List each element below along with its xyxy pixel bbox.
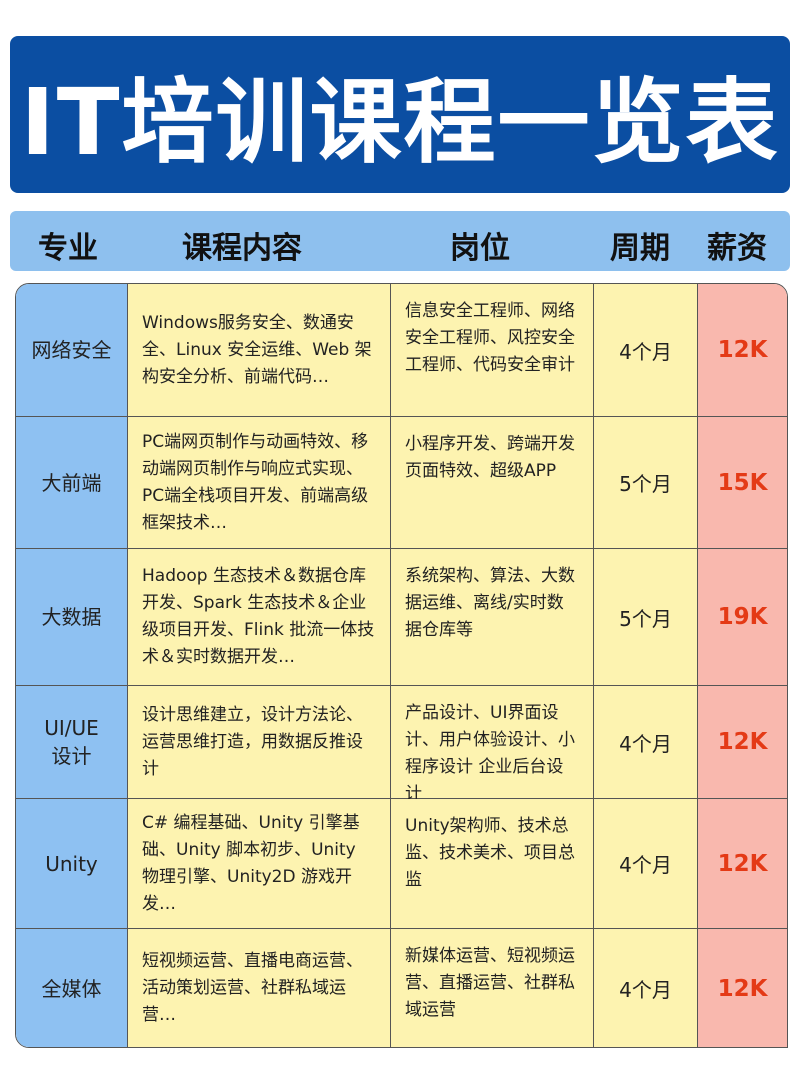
jobs-cell: 产品设计、UI界面设计、用户体验设计、小程序设计 企业后台设计 [391, 686, 594, 804]
salary-cell-text: 12K [717, 337, 768, 363]
content-cell: C# 编程基础、Unity 引擎基础、Unity 脚本初步、Unity 物理引擎… [128, 799, 391, 928]
major-cell-text: Unity [45, 851, 98, 876]
content-cell-text: PC端网页制作与动画特效、移动端网页制作与响应式实现、PC端全栈项目开发、前端高… [142, 431, 369, 533]
salary-cell-text: 12K [717, 729, 768, 755]
jobs-cell: Unity架构师、技术总监、技术美术、项目总监 [391, 799, 594, 928]
period-cell: 5个月 [594, 417, 698, 548]
jobs-cell-text: Unity架构师、技术总监、技术美术、项目总监 [405, 816, 575, 890]
salary-cell: 12K [698, 929, 787, 1047]
period-cell-text: 4个月 [619, 978, 672, 1002]
jobs-cell: 系统架构、算法、大数据运维、离线/实时数据仓库等 [391, 549, 594, 685]
content-cell-text: 短视频运营、直播电商运营、活动策划运营、社群私域运营… [142, 951, 363, 1025]
table-row: 全媒体 短视频运营、直播电商运营、活动策划运营、社群私域运营… 新媒体运营、短视频运… [16, 929, 787, 1047]
period-cell-text: 4个月 [619, 853, 672, 877]
period-cell: 4个月 [594, 799, 698, 928]
jobs-cell-text: 新媒体运营、短视频运营、直播运营、社群私域运营 [405, 946, 575, 1020]
table-row: 大数据 Hadoop 生态技术＆数据仓库开发、Spark 生态技术＆企业级项目开发… [16, 549, 787, 686]
content-cell: Hadoop 生态技术＆数据仓库开发、Spark 生态技术＆企业级项目开发、Fl… [128, 549, 391, 685]
content-cell: Windows服务安全、数通安全、Linux 安全运维、Web 架构安全分析、前… [128, 284, 391, 416]
salary-cell: 19K [698, 549, 787, 685]
major-cell: 网络安全 [16, 284, 128, 416]
period-cell: 4个月 [594, 284, 698, 416]
jobs-cell: 信息安全工程师、网络安全工程师、风控安全工程师、代码安全审计 [391, 284, 594, 416]
header-salary: 薪资 [707, 231, 767, 266]
major-cell: Unity [16, 799, 128, 928]
content-cell-text: C# 编程基础、Unity 引擎基础、Unity 脚本初步、Unity 物理引擎… [142, 812, 360, 914]
salary-cell: 15K [698, 417, 787, 548]
period-cell: 4个月 [594, 686, 698, 798]
salary-cell: 12K [698, 799, 787, 928]
table-row: UI/UE设计 设计思维建立，设计方法论、运营思维打造，用数据反推设计 产品设计、U… [16, 686, 787, 804]
content-cell-text: Hadoop 生态技术＆数据仓库开发、Spark 生态技术＆企业级项目开发、Fl… [142, 566, 375, 667]
header-period: 周期 [610, 231, 670, 266]
header-jobs: 岗位 [450, 231, 510, 266]
major-cell-text: 大数据 [41, 605, 102, 629]
salary-cell-text: 12K [717, 975, 768, 1002]
table-row: Unity C# 编程基础、Unity 引擎基础、Unity 脚本初步、Unity… [16, 799, 787, 929]
period-cell: 4个月 [594, 929, 698, 1047]
table-header: 专业 课程内容 岗位 周期 薪资 [10, 211, 790, 271]
period-cell-text: 4个月 [619, 731, 672, 756]
jobs-cell-text: 产品设计、UI界面设计、用户体验设计、小程序设计 企业后台设计 [405, 703, 575, 804]
jobs-cell-text: 系统架构、算法、大数据运维、离线/实时数据仓库等 [405, 566, 575, 640]
table-row: 大前端 PC端网页制作与动画特效、移动端网页制作与响应式实现、PC端全栈项目开发、… [16, 417, 787, 549]
jobs-cell: 小程序开发、跨端开发页面特效、超级APP [391, 417, 594, 548]
page-title-banner: IT培训课程一览表 [10, 36, 790, 193]
major-cell-text: UI/UE设计 [44, 716, 99, 768]
period-cell-text: 5个月 [619, 472, 672, 496]
jobs-cell: 新媒体运营、短视频运营、直播运营、社群私域运营 [391, 929, 594, 1047]
salary-cell: 12K [698, 686, 787, 798]
period-cell: 5个月 [594, 549, 698, 685]
content-cell: 设计思维建立，设计方法论、运营思维打造，用数据反推设计 [128, 686, 391, 798]
header-content: 课程内容 [182, 231, 302, 266]
content-cell: 短视频运营、直播电商运营、活动策划运营、社群私域运营… [128, 929, 391, 1047]
content-cell-text: 设计思维建立，设计方法论、运营思维打造，用数据反推设计 [142, 704, 363, 779]
major-cell: UI/UE设计 [16, 686, 128, 798]
major-cell-text: 大前端 [41, 470, 102, 495]
salary-cell-text: 19K [717, 604, 768, 630]
major-cell-text: 全媒体 [41, 976, 102, 1001]
jobs-cell-text: 信息安全工程师、网络安全工程师、风控安全工程师、代码安全审计 [405, 301, 575, 375]
period-cell-text: 4个月 [619, 339, 672, 364]
salary-cell-text: 15K [717, 469, 768, 496]
table-row: 网络安全 Windows服务安全、数通安全、Linux 安全运维、Web 架构安全… [16, 284, 787, 417]
salary-cell: 12K [698, 284, 787, 416]
content-cell: PC端网页制作与动画特效、移动端网页制作与响应式实现、PC端全栈项目开发、前端高… [128, 417, 391, 548]
content-cell-text: Windows服务安全、数通安全、Linux 安全运维、Web 架构安全分析、前… [142, 312, 372, 387]
period-cell-text: 5个月 [619, 606, 672, 631]
salary-cell-text: 12K [717, 850, 768, 877]
major-cell: 大前端 [16, 417, 128, 548]
major-cell: 全媒体 [16, 929, 128, 1047]
major-cell: 大数据 [16, 549, 128, 685]
major-cell-text: 网络安全 [31, 338, 112, 362]
header-major: 专业 [38, 231, 98, 266]
page-title: IT培训课程一览表 [20, 69, 780, 176]
jobs-cell-text: 小程序开发、跨端开发页面特效、超级APP [405, 434, 575, 481]
course-table: 网络安全 Windows服务安全、数通安全、Linux 安全运维、Web 架构安全… [15, 283, 788, 1048]
